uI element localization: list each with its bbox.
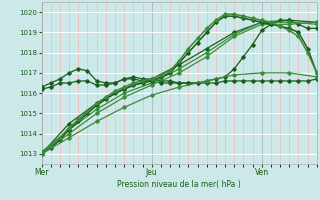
X-axis label: Pression niveau de la mer( hPa ): Pression niveau de la mer( hPa ) bbox=[117, 180, 241, 189]
